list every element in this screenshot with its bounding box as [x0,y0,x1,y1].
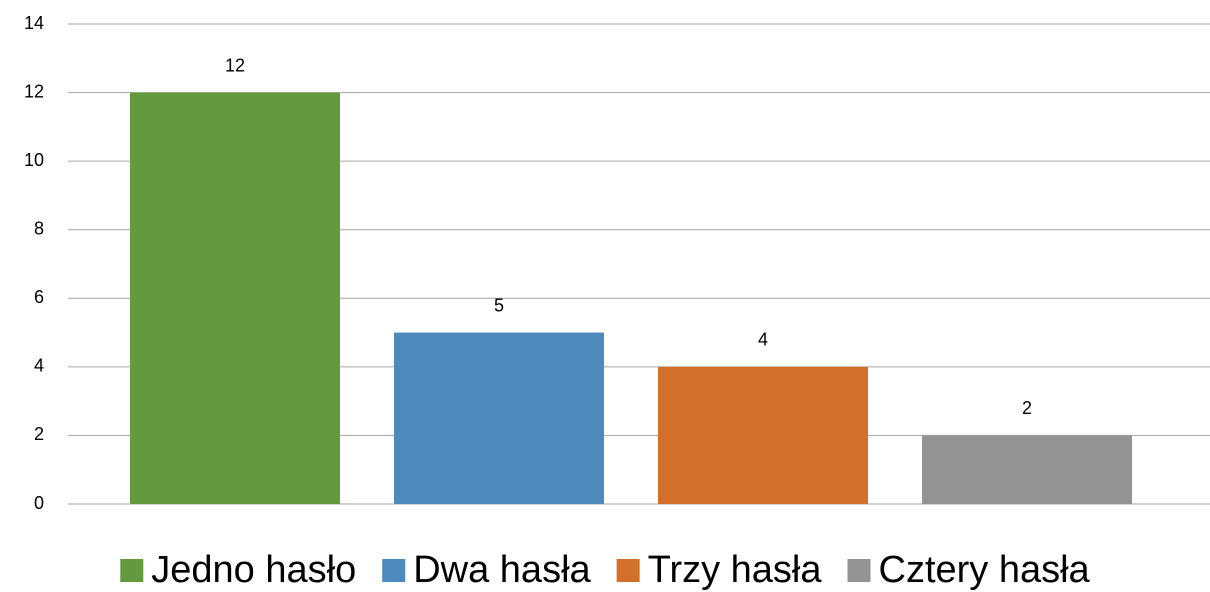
legend-label: Dwa hasła [413,549,591,591]
y-tick-label: 4 [34,356,44,376]
bar [922,435,1132,504]
y-tick-label: 10 [24,150,44,170]
legend-label: Jedno hasło [151,549,356,591]
legend-swatch [120,559,144,582]
y-tick-label: 0 [34,493,44,513]
y-tick-label: 2 [34,424,44,444]
bar [394,332,604,504]
data-label: 5 [494,295,504,315]
y-tick-label: 12 [24,81,44,101]
data-label: 2 [1022,398,1032,418]
y-tick-label: 6 [34,287,44,307]
bar [658,366,868,504]
bar [130,92,340,505]
legend-swatch [616,559,640,582]
y-tick-label: 14 [24,13,44,33]
y-tick-label: 8 [34,218,44,238]
data-label: 4 [758,330,768,350]
legend-label: Trzy hasła [648,549,823,591]
legend-swatch [382,559,406,582]
legend-swatch [847,559,871,582]
legend-label: Cztery hasła [879,549,1091,591]
data-label: 12 [225,55,245,75]
